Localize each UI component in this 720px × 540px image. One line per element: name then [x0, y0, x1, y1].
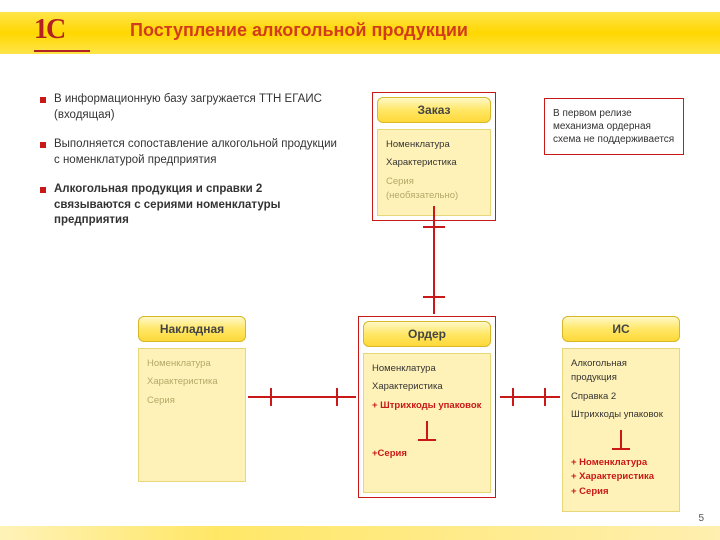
block-is: ИС Алкогольная продукция Справка 2 Штрихкод… — [562, 316, 680, 512]
logo-underline — [34, 50, 90, 52]
connector-cap-bot — [423, 296, 445, 298]
bullet-item: Выполняется сопоставление алкогольной пр… — [40, 137, 340, 168]
block-line: + Штрихкоды упаковок — [372, 399, 482, 413]
block-line: Характеристика — [386, 156, 482, 170]
block-header: Накладная — [138, 316, 246, 342]
connector-h2-capR — [544, 388, 546, 406]
bullet-list: В информационную базу загружается ТТН ЕГ… — [40, 92, 340, 243]
note-box: В первом релизе механизма ордерная схема… — [544, 98, 684, 155]
block-order: Ордер Номенклатура Характеристика + Штрихко… — [358, 316, 496, 498]
page-number: 5 — [698, 513, 704, 524]
block-line: Алкогольная продукция — [571, 357, 671, 386]
block-line: Серия (необязательно) — [386, 175, 482, 204]
connector-h1-capR — [336, 388, 338, 406]
bullet-item: В информационную базу загружается ТТН ЕГ… — [40, 92, 340, 123]
block-line: Штрихкоды упаковок — [571, 408, 671, 422]
block-line: Номенклатура — [386, 138, 482, 152]
block-line: Номенклатура — [372, 362, 482, 376]
connector-h2-capL — [512, 388, 514, 406]
logo: 1С — [34, 14, 90, 50]
bullet-dot — [40, 142, 46, 148]
connector-h2 — [500, 396, 560, 398]
page-title: Поступление алкогольной продукции — [130, 20, 468, 41]
bullet-text: Алкогольная продукция и справки 2 связыв… — [54, 182, 340, 229]
block-line: Справка 2 — [571, 390, 671, 404]
footer-band — [0, 526, 720, 540]
bullet-dot — [40, 97, 46, 103]
block-nakladnaya: Накладная Номенклатура Характеристика Серия — [138, 316, 246, 482]
block-outer-border: Ордер Номенклатура Характеристика + Штрихко… — [358, 316, 496, 498]
block-body: Алкогольная продукция Справка 2 Штрихкоды … — [562, 348, 680, 512]
block-line: Номенклатура — [147, 357, 237, 371]
block-header: ИС — [562, 316, 680, 342]
block-line: Серия — [147, 394, 237, 408]
block-line: +Серия — [372, 447, 482, 461]
block-zakaz: Заказ Номенклатура Характеристика Серия (не… — [372, 92, 496, 221]
logo-text: 1С — [34, 14, 64, 45]
connector-cap-top — [423, 226, 445, 228]
block-body: Номенклатура Характеристика Серия (необяза… — [377, 129, 491, 216]
block-header: Ордер — [363, 321, 491, 347]
bullet-dot — [40, 187, 46, 193]
block-line: Характеристика — [147, 375, 237, 389]
block-body: Номенклатура Характеристика + Штрихкоды уп… — [363, 353, 491, 493]
block-body: Номенклатура Характеристика Серия — [138, 348, 246, 482]
bullet-text: Выполняется сопоставление алкогольной пр… — [54, 137, 340, 168]
bullet-item: Алкогольная продукция и справки 2 связыв… — [40, 182, 340, 229]
block-line: Характеристика — [372, 380, 482, 394]
down-arrow-icon — [620, 430, 622, 450]
down-arrow-icon — [426, 421, 428, 441]
connector-h1-capL — [270, 388, 272, 406]
block-header: Заказ — [377, 97, 491, 123]
connector-h1 — [248, 396, 356, 398]
block-outer-border: Заказ Номенклатура Характеристика Серия (не… — [372, 92, 496, 221]
block-line: + Номенклатура + Характеристика + Серия — [571, 456, 671, 499]
bullet-text: В информационную базу загружается ТТН ЕГ… — [54, 92, 340, 123]
